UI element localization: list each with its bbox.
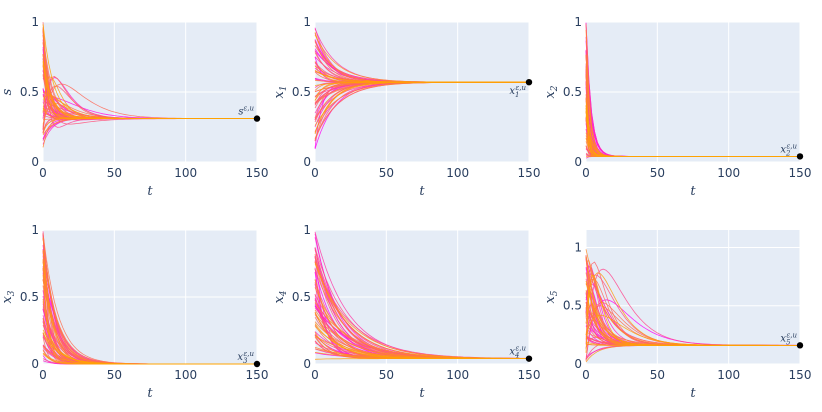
x-tick-label: 0 [39,166,47,180]
subplot-2: x1ε,u 0 50 100 150 0 0.5 1 t x1 [272,15,540,199]
x-tick-label: 100 [174,368,197,382]
equilibrium-marker [253,115,261,122]
trajectory-bundle [42,22,257,148]
y-tick-label: 0 [303,357,311,371]
trajectory-line [585,104,800,157]
x-tick-label: 50 [107,166,122,180]
y-axis-label: x4 [272,290,289,303]
x-axis-label: t [419,386,425,401]
y-tick-label: 1 [303,15,311,29]
x-axis-label: t [419,184,425,199]
trajectory-bundle [42,231,257,365]
x-tick-label: 150 [246,166,269,180]
trajectory-line [585,274,800,353]
y-tick-label: 0.5 [20,290,39,304]
equilibrium-label: x1ε,u [509,84,526,99]
x-tick-label: 50 [650,166,665,180]
y-tick-label: 1 [31,223,39,237]
x-tick-label: 50 [107,368,122,382]
trajectory-bundle [314,231,530,360]
x-tick-label: 100 [717,166,740,180]
trajectory-bundle [585,249,800,363]
y-axis-label: x1 [272,85,289,98]
y-tick-label: 0 [31,357,39,371]
y-tick-label: 1 [574,15,582,29]
y-tick-label: 0 [574,357,582,371]
equilibrium-marker [525,79,533,86]
equilibrium-marker [525,355,533,362]
x-tick-label: 100 [446,368,469,382]
y-tick-label: 0.5 [563,299,582,313]
x-tick-label: 100 [446,166,469,180]
trajectory-bundle [585,22,800,159]
x-axis-label: t [690,386,696,401]
x-tick-label: 0 [582,166,590,180]
equilibrium-label: x2ε,u [780,142,797,157]
trajectory-line [314,323,529,359]
y-tick-label: 0.5 [292,85,311,99]
x-tick-label: 150 [518,166,541,180]
y-tick-label: 0.5 [292,290,311,304]
x-tick-label: 0 [311,368,319,382]
x-axis-label: t [147,386,153,401]
y-axis-label: x2 [543,85,560,98]
subplot-1: sε,u 0 50 100 150 0 0.5 1 t s [0,15,268,199]
subplot-3: x2ε,u 0 50 100 150 0 0.5 1 t x2 [543,15,811,199]
x-tick-label: 50 [650,368,665,382]
x-tick-label: 100 [717,368,740,382]
x-tick-label: 150 [246,368,269,382]
subplot-5: x4ε,u 0 50 100 150 0 0.5 1 t x4 [272,223,540,401]
y-tick-label: 0.5 [20,85,39,99]
x-tick-label: 100 [174,166,197,180]
x-tick-label: 0 [311,166,319,180]
equilibrium-marker [796,153,804,160]
y-tick-label: 0 [31,155,39,169]
y-axis-label: x3 [0,290,17,303]
x-tick-label: 0 [39,368,47,382]
x-tick-label: 0 [582,368,590,382]
x-axis-label: t [147,184,153,199]
y-tick-label: 1 [303,223,311,237]
y-tick-label: 1 [574,240,582,254]
equilibrium-label: x4ε,u [509,345,526,360]
y-axis-label: s [0,88,15,95]
equilibrium-marker [796,342,804,349]
equilibrium-marker [253,360,261,368]
y-tick-label: 1 [31,15,39,29]
equilibrium-label: x5ε,u [780,331,797,346]
y-tick-label: 0.5 [563,85,582,99]
x-axis-label: t [690,184,696,199]
y-axis-label: x5 [543,290,560,303]
x-tick-label: 50 [379,368,394,382]
equilibrium-label: sε,u [238,105,254,118]
trajectory-line [314,32,529,83]
y-tick-label: 0 [574,155,582,169]
x-tick-label: 150 [789,166,812,180]
trajectory-bundle [314,27,529,150]
y-tick-label: 0 [303,155,311,169]
x-tick-label: 50 [379,166,394,180]
x-tick-label: 150 [518,368,541,382]
x-tick-label: 150 [789,368,812,382]
subplot-6: x5ε,u 0 50 100 150 0 0.5 1 t x5 [543,230,811,401]
subplot-4: x3ε,u 0 50 100 150 0 0.5 1 t x3 [0,223,268,401]
equilibrium-label: x3ε,u [237,350,254,365]
trajectory-line [42,24,257,119]
trajectory-line [42,249,257,365]
